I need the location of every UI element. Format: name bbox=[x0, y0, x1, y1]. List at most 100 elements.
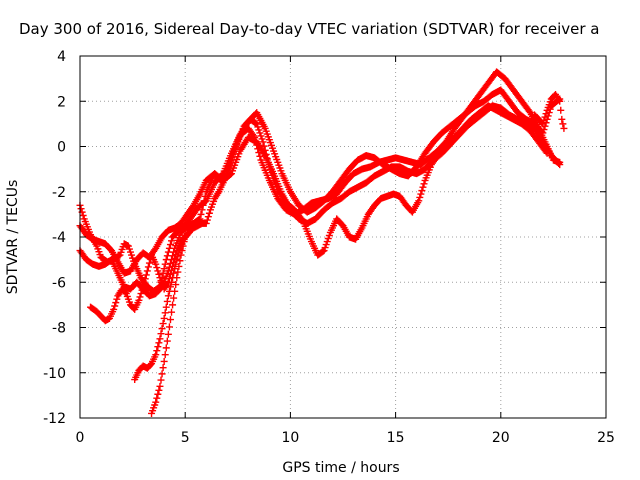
y-tick-label: -4 bbox=[52, 230, 66, 246]
series-layer bbox=[76, 68, 568, 417]
data-point bbox=[201, 192, 209, 200]
data-point bbox=[197, 210, 205, 218]
data-point bbox=[166, 241, 174, 249]
data-point bbox=[418, 187, 426, 195]
data-point bbox=[177, 251, 185, 259]
data-point bbox=[420, 180, 428, 188]
data-point bbox=[164, 330, 172, 338]
x-axis-label: GPS time / hours bbox=[282, 460, 399, 476]
data-point bbox=[556, 97, 564, 105]
data-point bbox=[154, 343, 162, 351]
data-point bbox=[168, 278, 176, 286]
data-point bbox=[111, 302, 119, 310]
data-point bbox=[166, 316, 174, 324]
data-point bbox=[163, 297, 171, 305]
data-point bbox=[110, 305, 118, 313]
data-point bbox=[259, 138, 267, 146]
data-point bbox=[160, 265, 168, 273]
data-point bbox=[415, 197, 423, 205]
data-point bbox=[140, 279, 148, 287]
data-point bbox=[264, 159, 272, 167]
x-tick-label: 10 bbox=[281, 430, 299, 446]
x-tick-label: 5 bbox=[181, 430, 190, 446]
data-point bbox=[540, 116, 548, 124]
data-point bbox=[152, 351, 160, 359]
data-point bbox=[173, 274, 181, 282]
data-point bbox=[162, 344, 170, 352]
data-point bbox=[261, 146, 269, 154]
data-point bbox=[159, 320, 167, 328]
data-point bbox=[175, 262, 183, 270]
data-point bbox=[79, 212, 87, 220]
chart-title: Day 300 of 2016, Sidereal Day-to-day VTE… bbox=[19, 20, 600, 38]
data-point bbox=[174, 252, 182, 260]
data-point bbox=[556, 161, 564, 169]
data-point bbox=[160, 357, 168, 365]
data-point bbox=[180, 238, 188, 246]
data-point bbox=[162, 303, 170, 311]
data-point bbox=[152, 398, 160, 406]
data-point bbox=[417, 190, 425, 198]
data-point bbox=[153, 347, 161, 355]
y-tick-label: -12 bbox=[43, 411, 66, 427]
data-point bbox=[137, 290, 145, 298]
y-tick-label: 0 bbox=[57, 140, 66, 156]
data-point bbox=[158, 325, 166, 333]
data-point bbox=[204, 213, 212, 221]
y-tick-label: -2 bbox=[52, 185, 66, 201]
data-point bbox=[121, 288, 129, 296]
data-point bbox=[173, 256, 181, 264]
data-point bbox=[260, 142, 268, 150]
data-point bbox=[185, 228, 193, 236]
y-tick-label: -6 bbox=[52, 275, 66, 291]
data-point bbox=[163, 337, 171, 345]
data-point bbox=[77, 205, 85, 213]
data-point bbox=[203, 216, 211, 224]
data-point bbox=[156, 382, 164, 390]
data-point bbox=[112, 299, 120, 307]
data-point bbox=[263, 155, 271, 163]
data-point bbox=[178, 247, 186, 255]
data-point bbox=[158, 370, 166, 378]
data-point bbox=[153, 394, 161, 402]
data-point bbox=[143, 267, 151, 275]
data-point bbox=[543, 149, 551, 157]
data-point bbox=[136, 293, 144, 301]
data-point bbox=[139, 283, 147, 291]
series-7 bbox=[530, 90, 568, 132]
data-point bbox=[540, 126, 548, 134]
data-point bbox=[262, 150, 270, 158]
x-tick-label: 0 bbox=[76, 430, 85, 446]
data-point bbox=[160, 314, 168, 322]
data-point bbox=[198, 206, 206, 214]
data-point bbox=[558, 115, 566, 123]
data-point bbox=[176, 257, 184, 265]
data-point bbox=[113, 295, 121, 303]
data-point bbox=[199, 201, 207, 209]
data-point bbox=[161, 260, 169, 268]
data-point bbox=[145, 259, 153, 267]
data-point bbox=[560, 124, 568, 132]
data-point bbox=[159, 364, 167, 372]
data-point bbox=[141, 275, 149, 283]
data-point bbox=[161, 309, 169, 317]
data-point bbox=[171, 287, 179, 295]
data-point bbox=[542, 148, 550, 156]
data-point bbox=[179, 242, 187, 250]
x-tick-label: 20 bbox=[492, 430, 510, 446]
data-point bbox=[164, 292, 172, 300]
data-point bbox=[171, 265, 179, 273]
data-point bbox=[157, 376, 165, 384]
series-5 bbox=[131, 233, 189, 384]
data-point bbox=[539, 120, 547, 128]
data-point bbox=[202, 219, 210, 227]
data-point bbox=[416, 193, 424, 201]
data-point bbox=[184, 230, 192, 238]
data-point bbox=[135, 296, 143, 304]
data-point bbox=[144, 263, 152, 271]
data-point bbox=[319, 247, 327, 255]
data-point bbox=[200, 197, 208, 205]
data-point bbox=[559, 120, 567, 128]
data-point bbox=[161, 351, 169, 359]
